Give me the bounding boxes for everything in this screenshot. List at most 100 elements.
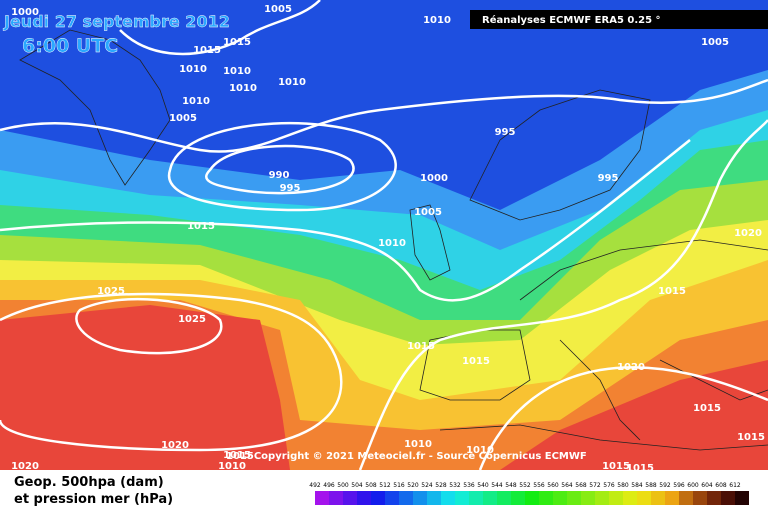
scale-label: 576: [603, 482, 615, 489]
isobar-label: 1015: [737, 432, 765, 443]
isobar-label: 1005: [414, 207, 442, 218]
isobar-label: 1010: [229, 83, 257, 94]
isobar-label: 1015: [658, 286, 686, 297]
scale-cell: [455, 491, 469, 505]
scale-label: 568: [575, 482, 587, 489]
scale-cell: [371, 491, 385, 505]
isobar-label: 1010: [466, 445, 494, 456]
isobar-label: 1010: [378, 238, 406, 249]
scale-cell: [525, 491, 539, 505]
scale-cell: [343, 491, 357, 505]
isobar-label: 1010: [182, 96, 210, 107]
date-title: Jeudi 27 septembre 2012: [3, 12, 230, 31]
scale-cell: [609, 491, 623, 505]
scale-label: 548: [505, 482, 517, 489]
scale-label: 592: [659, 482, 671, 489]
scale-label: 608: [715, 482, 727, 489]
scale-label: 520: [407, 482, 419, 489]
scale-cell: [511, 491, 525, 505]
copyright: 1015Copyright © 2021 Meteociel.fr - Sour…: [226, 451, 587, 462]
scale-label: 588: [645, 482, 657, 489]
band: [0, 305, 290, 470]
scale-label: 580: [617, 482, 629, 489]
isobar-label: 995: [598, 173, 619, 184]
scale-label: 572: [589, 482, 601, 489]
scale-cell: [693, 491, 707, 505]
scale-label: 528: [435, 482, 447, 489]
isobar-label: 1015: [602, 461, 630, 472]
isobar-label: 995: [280, 183, 301, 194]
scale-label: 604: [701, 482, 713, 489]
scale-label: 512: [379, 482, 391, 489]
scale-label: 612: [729, 482, 741, 489]
scale-cell: [679, 491, 693, 505]
isobar-label: 1015: [693, 403, 721, 414]
scale-cell: [483, 491, 497, 505]
isobar-label: 995: [495, 127, 516, 138]
isobar-label: 1010: [179, 64, 207, 75]
scale-label: 596: [673, 482, 685, 489]
time-title: 6:00 UTC: [22, 35, 118, 57]
scale-label: 500: [337, 482, 349, 489]
scale-cell: [385, 491, 399, 505]
isobar-label: 1005: [264, 4, 292, 15]
isobar-label: 1005: [169, 113, 197, 124]
source-box: [470, 10, 768, 29]
legend-line1: Geop. 500hpa (dam): [14, 475, 164, 490]
scale-cell: [595, 491, 609, 505]
isobar-label: 1015: [223, 450, 251, 461]
band: [500, 360, 768, 470]
scale-cell: [735, 491, 749, 505]
scale-cell: [469, 491, 483, 505]
scale-label: 504: [351, 482, 363, 489]
scale-cell: [581, 491, 595, 505]
scale-cell: [497, 491, 511, 505]
color-scale: 492 496 500 504 508 512 516 520 524 528 532 536 540 5…: [309, 482, 749, 505]
scale-label: 552: [519, 482, 531, 489]
isobar-label: 1015: [626, 463, 654, 474]
scale-cell: [623, 491, 637, 505]
legend-line2: et pression mer (hPa): [14, 492, 173, 507]
scale-cell: [637, 491, 651, 505]
scale-cell: [553, 491, 567, 505]
scale-cell: [567, 491, 581, 505]
scale-cell: [707, 491, 721, 505]
scale-cell: [427, 491, 441, 505]
scale-label: 544: [491, 482, 503, 489]
scale-label: 516: [393, 482, 405, 489]
geopotential-bands: [0, 70, 768, 470]
isobar-label: 1015: [462, 356, 490, 367]
scale-cell: [721, 491, 735, 505]
isobar-label: 1025: [97, 286, 125, 297]
isobar-label: 1010: [218, 461, 246, 472]
isobar-label: 1010: [278, 77, 306, 88]
isobar-label: 1000: [420, 173, 448, 184]
isobars: [0, 0, 768, 471]
scale-cell: [399, 491, 413, 505]
isobar-label: 1015: [223, 37, 251, 48]
scale-label: 536: [463, 482, 475, 489]
isobar-label: 990: [269, 170, 290, 181]
scale-cell: [329, 491, 343, 505]
scale-label: 556: [533, 482, 545, 489]
scale-label: 584: [631, 482, 643, 489]
scale-label: 496: [323, 482, 335, 489]
scale-cell: [441, 491, 455, 505]
scale-cell: [539, 491, 553, 505]
scale-label: 508: [365, 482, 377, 489]
isobar-label: 1015: [407, 341, 435, 352]
scale-label: 560: [547, 482, 559, 489]
isobar-label: 1010: [223, 66, 251, 77]
isobar-label: 1010: [404, 439, 432, 450]
isobar-label: 1020: [734, 228, 762, 239]
scale-cell: [665, 491, 679, 505]
scale-cell: [651, 491, 665, 505]
isobar-label: 1020: [161, 440, 189, 451]
scale-label: 532: [449, 482, 461, 489]
source-label: Réanalyses ECMWF ERA5 0.25 °: [482, 14, 661, 26]
isobar-label: 1015: [193, 45, 221, 56]
isobar-label: 1005: [701, 37, 729, 48]
